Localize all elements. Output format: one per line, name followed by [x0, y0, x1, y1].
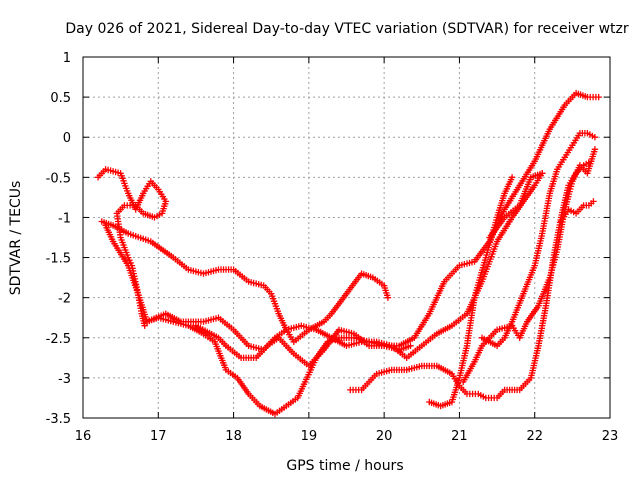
- y-tick-label: -1.5: [46, 252, 71, 267]
- x-tick-label: 22: [526, 429, 543, 444]
- y-tick-label: 1: [63, 51, 71, 66]
- y-tick-label: -0.5: [46, 171, 71, 186]
- y-tick-label: -2.5: [46, 332, 71, 347]
- y-tick-label: 0.5: [50, 91, 71, 106]
- series-track-2: [98, 218, 392, 345]
- series-track-3: [102, 89, 602, 418]
- plus-markers: [557, 198, 597, 225]
- x-tick-label: 21: [451, 429, 468, 444]
- plus-markers: [486, 170, 546, 241]
- plus-markers: [102, 89, 602, 418]
- data-marks: [94, 89, 602, 418]
- x-tick-label: 18: [225, 429, 242, 444]
- x-tick-label: 17: [150, 429, 167, 444]
- grid-lines: [83, 57, 610, 418]
- y-tick-label: -3: [58, 372, 71, 387]
- x-axis-label: GPS time / hours: [286, 458, 403, 474]
- y-axis-label: SDTVAR / TECUs: [8, 181, 24, 296]
- series-track-9: [478, 130, 599, 349]
- plus-markers: [478, 130, 599, 349]
- plot-frame: [82, 56, 611, 419]
- y-tick-label: -3.5: [46, 412, 71, 427]
- x-tick-label: 23: [602, 429, 619, 444]
- series-track-11: [557, 198, 597, 225]
- x-tick-label: 20: [376, 429, 393, 444]
- chart-title: Day 026 of 2021, Sidereal Day-to-day VTE…: [65, 21, 629, 37]
- x-tick-label: 19: [301, 429, 318, 444]
- plus-markers: [98, 218, 392, 345]
- plus-markers: [460, 146, 599, 386]
- y-tick-label: -2: [58, 292, 71, 307]
- series-track-5: [192, 322, 414, 370]
- axis-ticks: 16 17 18 19 20 21 22 23 -3.5 -3 -2.5 -2 -1.5 -1 -0.5 0 0…: [46, 51, 619, 444]
- plus-markers: [192, 322, 414, 370]
- series-track-4: [143, 170, 546, 361]
- y-tick-label: -1: [58, 211, 71, 226]
- series-track-10: [486, 170, 546, 241]
- plus-markers: [143, 170, 546, 361]
- x-tick-label: 16: [75, 429, 92, 444]
- y-tick-label: 0: [63, 131, 71, 146]
- series-track-8: [460, 146, 599, 386]
